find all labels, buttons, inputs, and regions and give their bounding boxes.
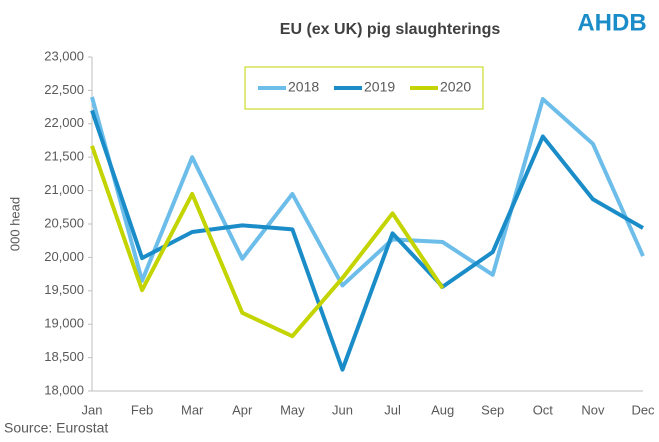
y-tick-label: 18,000 <box>44 382 84 397</box>
series-line <box>90 109 644 372</box>
y-tick-label: 21,000 <box>44 182 84 197</box>
x-tick-label: Oct <box>533 402 554 417</box>
legend-label: 2018 <box>288 79 319 95</box>
source: Source: Eurostat <box>4 420 108 436</box>
x-tick-label: Jan <box>82 402 103 417</box>
x-tick-label: May <box>280 402 305 417</box>
y-tick-label: 20,500 <box>44 215 84 230</box>
series-line <box>90 96 645 288</box>
x-tick-label: Feb <box>131 402 153 417</box>
logo: AHDB <box>577 9 646 36</box>
x-tick-label: Sep <box>481 402 504 417</box>
series-line <box>90 145 445 339</box>
legend-label: 2019 <box>364 79 395 95</box>
x-tick-label: Apr <box>232 402 253 417</box>
x-tick-label: Mar <box>181 402 204 417</box>
x-tick-label: Aug <box>431 402 454 417</box>
y-axis-label: 000 head <box>7 197 22 251</box>
y-tick-label: 23,000 <box>44 48 84 63</box>
legend-label: 2020 <box>440 79 471 95</box>
x-tick-label: Dec <box>631 402 655 417</box>
x-tick-label: Jun <box>332 402 353 417</box>
y-tick-label: 19,500 <box>44 282 84 297</box>
y-tick-label: 22,000 <box>44 115 84 130</box>
x-tick-label: Nov <box>581 402 605 417</box>
y-tick-label: 20,000 <box>44 249 84 264</box>
y-tick-label: 19,000 <box>44 316 84 331</box>
x-tick-label: Jul <box>384 402 401 417</box>
y-tick-label: 22,500 <box>44 82 84 97</box>
y-tick-label: 18,500 <box>44 349 84 364</box>
y-tick-label: 21,500 <box>44 149 84 164</box>
chart-title: EU (ex UK) pig slaughterings <box>280 21 501 38</box>
